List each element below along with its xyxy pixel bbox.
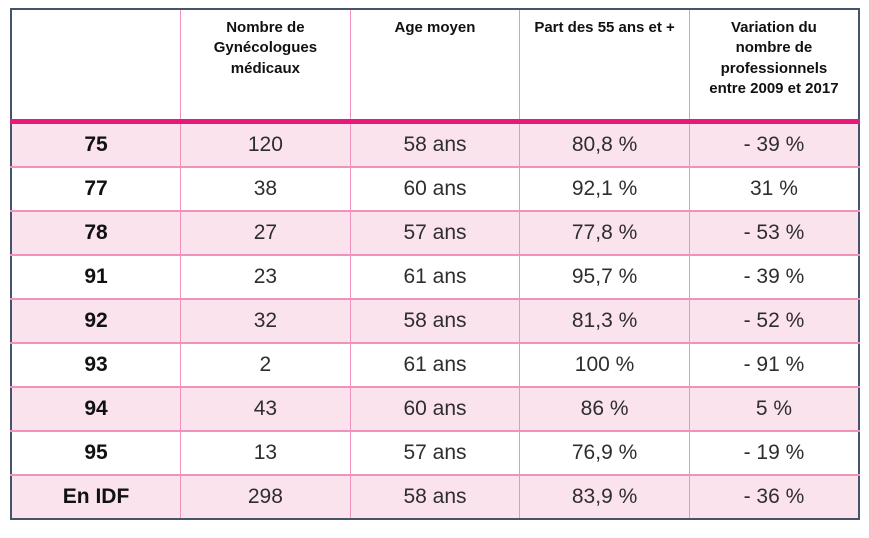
- table-cell: 76,9 %: [519, 430, 690, 476]
- table-cell: 81,3 %: [519, 298, 690, 344]
- table-cell: 60 ans: [349, 386, 521, 432]
- table-cell: - 91 %: [688, 342, 860, 388]
- table-cell: - 19 %: [688, 430, 860, 476]
- table-cell: 120: [180, 119, 351, 168]
- table-cell: - 36 %: [688, 474, 860, 519]
- table-cell: 13: [180, 430, 351, 476]
- row-header: 77: [10, 166, 182, 212]
- table-cell: 38: [180, 166, 351, 212]
- table-cell: 61 ans: [349, 342, 521, 388]
- table-cell: 57 ans: [349, 210, 521, 256]
- table-row: 77 38 60 ans 92,1 % 31 %: [10, 166, 860, 212]
- table-cell: 100 %: [519, 342, 690, 388]
- table-cell: 80,8 %: [519, 119, 690, 168]
- table-cell: - 39 %: [688, 254, 860, 300]
- table-cell: 60 ans: [349, 166, 521, 212]
- table-cell: 57 ans: [349, 430, 521, 476]
- column-header-age: Age moyen: [349, 9, 521, 124]
- table-cell: - 39 %: [688, 119, 860, 168]
- table-cell: 61 ans: [349, 254, 521, 300]
- table-cell: 58 ans: [349, 119, 521, 168]
- row-header: 93: [10, 342, 182, 388]
- column-header-dept: [10, 9, 182, 124]
- table-row: 75 120 58 ans 80,8 % - 39 %: [10, 119, 860, 168]
- table-row-total: En IDF 298 58 ans 83,9 % - 36 %: [10, 474, 860, 519]
- table-row: 92 32 58 ans 81,3 % - 52 %: [10, 298, 860, 344]
- column-header-part55: Part des 55 ans et +: [519, 9, 690, 124]
- table-header: Nombre de Gynécologues médicaux Age moye…: [10, 9, 860, 124]
- table-cell: 27: [180, 210, 351, 256]
- table-cell: 58 ans: [349, 474, 521, 519]
- row-header: 75: [10, 119, 182, 168]
- table-cell: 32: [180, 298, 351, 344]
- column-header-nombre: Nombre de Gynécologues médicaux: [180, 9, 351, 124]
- row-header: En IDF: [10, 474, 182, 519]
- table-cell: 298: [180, 474, 351, 519]
- table-cell: 86 %: [519, 386, 690, 432]
- table-row: 94 43 60 ans 86 % 5 %: [10, 386, 860, 432]
- table-cell: 23: [180, 254, 351, 300]
- table-cell: - 52 %: [688, 298, 860, 344]
- table-cell: - 53 %: [688, 210, 860, 256]
- table-row: 78 27 57 ans 77,8 % - 53 %: [10, 210, 860, 256]
- table-row: 95 13 57 ans 76,9 % - 19 %: [10, 430, 860, 476]
- table-cell: 43: [180, 386, 351, 432]
- table-body: 75 120 58 ans 80,8 % - 39 % 77 38 60 ans…: [10, 119, 860, 519]
- table-cell: 58 ans: [349, 298, 521, 344]
- table-cell: 77,8 %: [519, 210, 690, 256]
- table-cell: 83,9 %: [519, 474, 690, 519]
- row-header: 78: [10, 210, 182, 256]
- row-header: 92: [10, 298, 182, 344]
- table-cell: 95,7 %: [519, 254, 690, 300]
- row-header: 91: [10, 254, 182, 300]
- gynecologists-table: Nombre de Gynécologues médicaux Age moye…: [10, 8, 860, 520]
- table-row: 91 23 61 ans 95,7 % - 39 %: [10, 254, 860, 300]
- table-cell: 31 %: [688, 166, 860, 212]
- table-row: 93 2 61 ans 100 % - 91 %: [10, 342, 860, 388]
- header-row: Nombre de Gynécologues médicaux Age moye…: [10, 9, 860, 124]
- table-cell: 2: [180, 342, 351, 388]
- row-header: 94: [10, 386, 182, 432]
- row-header: 95: [10, 430, 182, 476]
- table-cell: 92,1 %: [519, 166, 690, 212]
- column-header-variation: Variation du nombre de professionnels en…: [688, 9, 860, 124]
- table-cell: 5 %: [688, 386, 860, 432]
